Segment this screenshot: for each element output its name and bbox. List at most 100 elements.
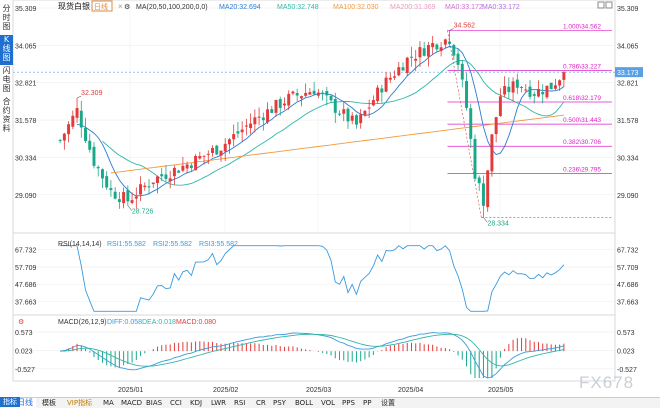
candle-body [448, 41, 452, 44]
watermark-logo: FX678 [579, 373, 635, 392]
candle-body [507, 86, 511, 93]
tab-bias[interactable]: BIAS [146, 399, 163, 407]
tab-template[interactable]: 模板 [42, 399, 56, 407]
candle-body [329, 95, 333, 101]
candle-body [109, 188, 113, 191]
tab-macd[interactable]: MACD [121, 399, 142, 407]
macd-dea-value: DEA:0.018 [142, 319, 176, 326]
ma0-value-a: MA0:33.172 [445, 4, 483, 11]
tab-cci[interactable]: CCI [170, 399, 182, 407]
price-annotations: 32.309 28.726 34.562 28.334 [76, 22, 509, 227]
candle-body [257, 116, 261, 118]
candle-body [130, 200, 134, 203]
tab-cr[interactable]: CR [256, 399, 266, 407]
price-y-tick-left: 34.065 [15, 43, 37, 50]
tab-ma[interactable]: MA [103, 399, 114, 407]
macd-panel[interactable] [12, 314, 616, 382]
candle-body [558, 80, 562, 86]
fib-label: 0.382\30.706 [563, 139, 601, 146]
tab-pps[interactable]: PPS [342, 399, 355, 407]
tab-lwr[interactable]: LWR [211, 399, 227, 407]
annotation-pointer [127, 205, 133, 211]
tab-contract-info[interactable]: 合约资料 [2, 97, 11, 133]
candle-body [477, 177, 481, 184]
tab-period-daily[interactable]: 日线 [14, 398, 36, 408]
period-badge[interactable] [91, 0, 113, 12]
tab-psy[interactable]: PSY [273, 399, 286, 407]
gear-icon[interactable]: ⚙ [124, 3, 130, 11]
candle-body [443, 39, 447, 45]
candle-body [143, 185, 147, 188]
tab-pp[interactable]: PP [363, 399, 372, 407]
ma200-value: MA200:31.369 [390, 4, 436, 11]
annotation-high: 32.309 [81, 90, 103, 97]
price-y-tick-left: 29.090 [15, 193, 37, 200]
candle-body [410, 56, 413, 58]
macd-close-icon[interactable]: ⚙ [18, 318, 24, 326]
macd-value: MACD:0.080 [176, 319, 216, 326]
tab-boll[interactable]: BOLL [295, 399, 313, 407]
candle-body [418, 47, 422, 58]
candle-body [274, 100, 278, 113]
fib-label: 0.618\32.179 [563, 95, 601, 102]
candle-body [524, 89, 528, 91]
maximize-icon[interactable] [597, 1, 605, 9]
candle-body [202, 155, 206, 157]
x-tick-label: 2025/01 [118, 387, 143, 394]
tab-flash[interactable]: 闪电图 [2, 66, 11, 93]
candle-body [325, 91, 329, 96]
candle-body [401, 67, 405, 71]
tab-rsi[interactable]: RSI [234, 399, 246, 407]
price-y-axis: 35.309 35.309 34.065 34.065 32.821 32.821 31.5… [15, 6, 639, 200]
x-tick-label: 2025/03 [306, 387, 331, 394]
candle-body [537, 89, 540, 97]
candle-body [426, 45, 430, 57]
candle-body [553, 85, 557, 89]
tab-vol[interactable]: VOL [321, 399, 336, 407]
candle-body [227, 139, 231, 145]
candle-body [168, 178, 172, 181]
macd-header: ⚙ MACD(26,12,9) DIFF:0.058 DEA:0.018 MAC… [18, 318, 216, 326]
candle-body [422, 48, 426, 56]
rsi3-value: RSI3:55.582 [199, 241, 238, 248]
candle-body [528, 86, 532, 97]
macd-y-tick-left: -0.527 [15, 367, 35, 374]
candle-body [405, 57, 409, 73]
price-y-tick-right: 34.065 [617, 43, 639, 50]
price-panel[interactable] [12, 0, 616, 234]
tab-timeshare[interactable]: 分时图 [2, 4, 11, 31]
toolbar-icons[interactable] [597, 1, 613, 9]
candle-body [206, 153, 210, 155]
candle-body [562, 72, 566, 80]
candle-body [515, 79, 519, 88]
candle-body [397, 67, 401, 76]
macd-y-tick-left: 0.023 [15, 348, 33, 355]
fib-label: 0.236\29.795 [563, 167, 601, 174]
restore-icon[interactable] [605, 1, 613, 9]
tab-kline[interactable]: K线图 [0, 35, 13, 65]
candle-body [312, 90, 316, 95]
candle-body [431, 43, 435, 48]
candle-body [172, 167, 176, 177]
candle-body [359, 114, 363, 124]
close-icon[interactable]: × [118, 2, 123, 11]
tab-indicators[interactable]: 指标 [0, 397, 20, 407]
tab-settings[interactable]: 设置 [381, 399, 395, 407]
candle-body [473, 138, 477, 179]
candle-body [333, 98, 337, 113]
candle-body [194, 155, 198, 171]
candle-body [67, 124, 71, 135]
candle-body [545, 85, 549, 98]
candle-body [439, 47, 443, 51]
candle-body [139, 184, 143, 195]
candle-body [490, 134, 494, 172]
tab-vip-indicators[interactable]: VIP指标 [67, 399, 93, 407]
price-y-tick-left: 32.821 [15, 81, 37, 88]
candle-body [316, 92, 320, 96]
annotation-low: 28.334 [487, 220, 509, 227]
candle-body [308, 92, 312, 95]
candle-body [498, 96, 502, 116]
annotation-pointer [76, 95, 82, 99]
tab-kdj[interactable]: KDJ [190, 399, 203, 407]
